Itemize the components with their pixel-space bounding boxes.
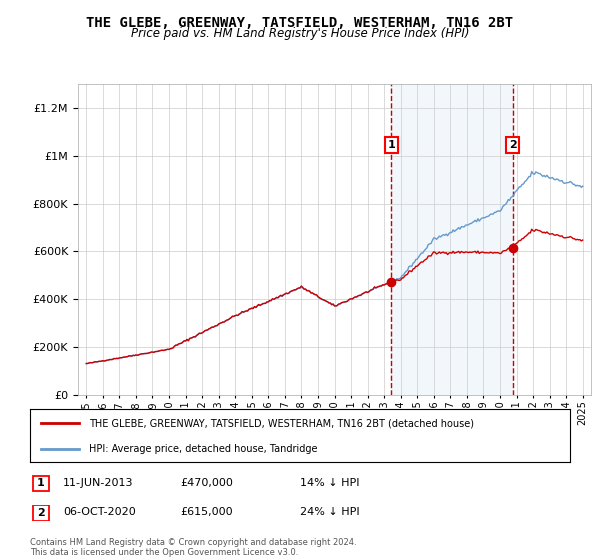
Text: 2: 2: [37, 508, 44, 518]
Text: 24% ↓ HPI: 24% ↓ HPI: [300, 507, 359, 517]
Text: 1: 1: [388, 140, 395, 150]
Text: 1: 1: [37, 478, 44, 488]
Text: 06-OCT-2020: 06-OCT-2020: [63, 507, 136, 517]
Text: £615,000: £615,000: [180, 507, 233, 517]
Text: Contains HM Land Registry data © Crown copyright and database right 2024.
This d: Contains HM Land Registry data © Crown c…: [30, 538, 356, 557]
Text: HPI: Average price, detached house, Tandridge: HPI: Average price, detached house, Tand…: [89, 444, 318, 454]
Text: THE GLEBE, GREENWAY, TATSFIELD, WESTERHAM, TN16 2BT (detached house): THE GLEBE, GREENWAY, TATSFIELD, WESTERHA…: [89, 418, 475, 428]
Text: Price paid vs. HM Land Registry's House Price Index (HPI): Price paid vs. HM Land Registry's House …: [131, 27, 469, 40]
Bar: [391, 84, 512, 395]
Text: 14% ↓ HPI: 14% ↓ HPI: [300, 478, 359, 488]
Text: 11-JUN-2013: 11-JUN-2013: [63, 478, 133, 488]
Text: £470,000: £470,000: [180, 478, 233, 488]
Text: 2: 2: [509, 140, 517, 150]
Text: THE GLEBE, GREENWAY, TATSFIELD, WESTERHAM, TN16 2BT: THE GLEBE, GREENWAY, TATSFIELD, WESTERHA…: [86, 16, 514, 30]
